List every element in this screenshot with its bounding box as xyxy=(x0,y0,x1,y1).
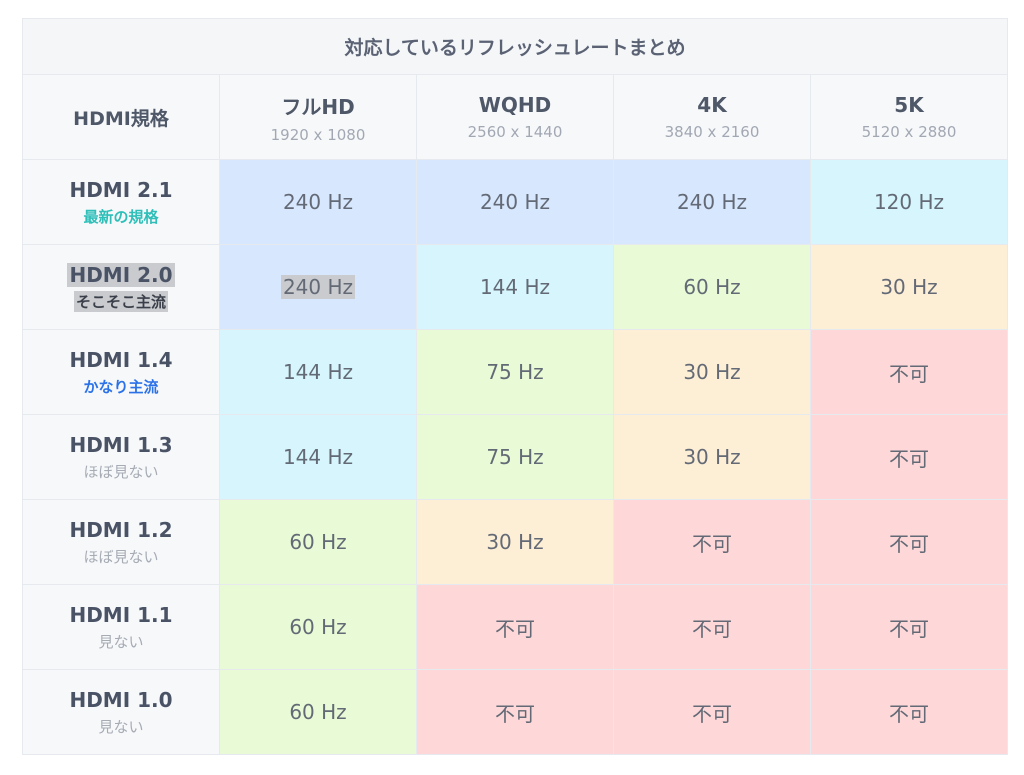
rate-cell: 不可 xyxy=(810,499,1008,585)
resolution-header-5k: 5K 5120 x 2880 xyxy=(810,74,1008,160)
version-note: 見ない xyxy=(98,632,144,651)
rate-cell: 120 Hz xyxy=(810,159,1008,245)
version-note: 見ない xyxy=(98,717,144,736)
rate-cell: 75 Hz xyxy=(416,414,614,500)
resolution-name: フルHD xyxy=(281,94,355,119)
version-label: HDMI 1.2 xyxy=(69,517,173,542)
rate-value-highlighted: 240 Hz xyxy=(280,275,356,299)
resolution-size: 3840 x 2160 xyxy=(664,123,760,141)
rate-cell: 不可 xyxy=(810,414,1008,500)
version-label: HDMI 1.1 xyxy=(69,602,173,627)
rate-cell: 240 Hz xyxy=(219,244,417,330)
version-cell: HDMI 2.0 そこそこ主流 xyxy=(22,244,220,330)
rate-cell: 不可 xyxy=(613,584,811,670)
version-note: ほぼ見ない xyxy=(83,462,159,481)
header-row: HDMI規格 フルHD 1920 x 1080 WQHD 2560 x 1440… xyxy=(22,74,1008,160)
table-row: HDMI 1.1 見ない 60 Hz 不可 不可 不可 xyxy=(22,584,1008,670)
rate-cell: 不可 xyxy=(613,499,811,585)
rate-cell: 60 Hz xyxy=(219,584,417,670)
resolution-name: WQHD xyxy=(478,93,552,117)
version-cell: HDMI 1.2 ほぼ見ない xyxy=(22,499,220,585)
version-label: HDMI 1.3 xyxy=(69,432,173,457)
rate-cell: 240 Hz xyxy=(219,159,417,245)
version-label: HDMI 1.4 xyxy=(69,347,173,372)
rate-cell: 240 Hz xyxy=(613,159,811,245)
table-row: HDMI 1.3 ほぼ見ない 144 Hz 75 Hz 30 Hz 不可 xyxy=(22,414,1008,500)
rate-cell: 30 Hz xyxy=(613,329,811,415)
rate-cell: 不可 xyxy=(416,584,614,670)
version-note: ほぼ見ない xyxy=(83,547,159,566)
refresh-rate-table: 対応しているリフレッシュレートまとめ HDMI規格 フルHD 1920 x 10… xyxy=(22,18,1008,755)
rate-cell: 60 Hz xyxy=(613,244,811,330)
rate-cell: 不可 xyxy=(810,329,1008,415)
rate-cell: 240 Hz xyxy=(416,159,614,245)
rate-cell: 30 Hz xyxy=(416,499,614,585)
rate-cell: 不可 xyxy=(416,669,614,755)
resolution-name: 4K xyxy=(697,93,727,117)
table-title: 対応しているリフレッシュレートまとめ xyxy=(22,18,1008,75)
version-note: そこそこ主流 xyxy=(73,290,168,312)
resolution-size: 5120 x 2880 xyxy=(861,123,957,141)
rate-cell: 144 Hz xyxy=(219,329,417,415)
rate-cell: 60 Hz xyxy=(219,499,417,585)
resolution-size: 1920 x 1080 xyxy=(270,125,366,144)
version-cell: HDMI 1.1 見ない xyxy=(22,584,220,670)
version-label: HDMI 2.0 xyxy=(67,262,175,287)
resolution-name: 5K xyxy=(894,93,924,117)
rate-cell: 30 Hz xyxy=(810,244,1008,330)
rate-cell: 不可 xyxy=(613,669,811,755)
version-cell: HDMI 1.4 かなり主流 xyxy=(22,329,220,415)
version-cell: HDMI 2.1 最新の規格 xyxy=(22,159,220,245)
table-row: HDMI 1.2 ほぼ見ない 60 Hz 30 Hz 不可 不可 xyxy=(22,499,1008,585)
table-row: HDMI 1.0 見ない 60 Hz 不可 不可 不可 xyxy=(22,669,1008,755)
rate-cell: 不可 xyxy=(810,584,1008,670)
version-cell: HDMI 1.0 見ない xyxy=(22,669,220,755)
resolution-header-wqhd: WQHD 2560 x 1440 xyxy=(416,74,614,160)
table-row: HDMI 2.1 最新の規格 240 Hz 240 Hz 240 Hz 120 … xyxy=(22,159,1008,245)
version-label: HDMI 2.1 xyxy=(69,177,173,202)
version-label: HDMI 1.0 xyxy=(69,687,173,712)
version-note: かなり主流 xyxy=(83,377,159,396)
title-row: 対応しているリフレッシュレートまとめ xyxy=(22,18,1008,75)
resolution-header-4k: 4K 3840 x 2160 xyxy=(613,74,811,160)
table-row: HDMI 1.4 かなり主流 144 Hz 75 Hz 30 Hz 不可 xyxy=(22,329,1008,415)
resolution-header-fullhd: フルHD 1920 x 1080 xyxy=(219,74,417,160)
rate-cell: 75 Hz xyxy=(416,329,614,415)
hdmi-version-header: HDMI規格 xyxy=(22,74,220,160)
resolution-size: 2560 x 1440 xyxy=(467,123,563,141)
version-cell: HDMI 1.3 ほぼ見ない xyxy=(22,414,220,500)
rate-cell: 60 Hz xyxy=(219,669,417,755)
version-note: 最新の規格 xyxy=(83,207,159,226)
table-row: HDMI 2.0 そこそこ主流 240 Hz 144 Hz 60 Hz 30 H… xyxy=(22,244,1008,330)
rate-cell: 30 Hz xyxy=(613,414,811,500)
rate-cell: 不可 xyxy=(810,669,1008,755)
rate-cell: 144 Hz xyxy=(416,244,614,330)
rate-cell: 144 Hz xyxy=(219,414,417,500)
